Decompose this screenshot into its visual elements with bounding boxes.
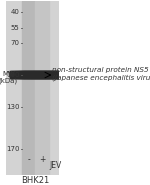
Text: 40: 40	[11, 9, 20, 15]
Text: +: +	[39, 155, 45, 164]
Bar	[22, 1, 35, 175]
Text: 170: 170	[6, 146, 20, 152]
Text: 70: 70	[11, 41, 20, 46]
Text: non-structural protein NS5
(Japanese encephalitis virus): non-structural protein NS5 (Japanese enc…	[52, 67, 150, 81]
Text: BHK21: BHK21	[21, 176, 50, 185]
Text: 55: 55	[11, 25, 20, 31]
Text: -: -	[27, 155, 30, 164]
Text: JEV: JEV	[50, 161, 62, 170]
Bar	[35, 1, 49, 175]
FancyBboxPatch shape	[9, 70, 72, 80]
Text: MW
(kDa): MW (kDa)	[0, 71, 18, 84]
Text: 130: 130	[6, 104, 20, 110]
Text: 100: 100	[6, 72, 20, 78]
